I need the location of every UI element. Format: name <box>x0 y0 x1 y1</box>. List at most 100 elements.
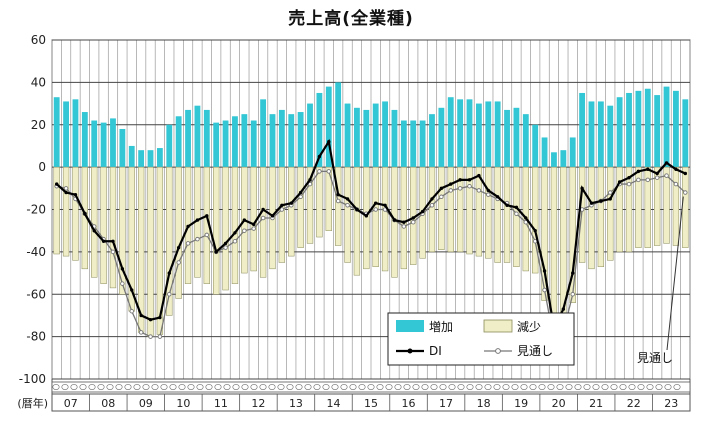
x-tick-label: 15 <box>364 397 378 410</box>
decrease-bar <box>625 166 633 253</box>
di-point <box>148 317 153 322</box>
x-tick-label: 18 <box>477 397 491 410</box>
break-pattern <box>646 384 654 390</box>
decrease-bar <box>147 166 154 337</box>
break-pattern <box>52 384 60 390</box>
outlook-point <box>195 236 200 242</box>
outlook-point <box>654 175 660 180</box>
increase-bar <box>250 120 257 168</box>
di-point <box>92 228 96 233</box>
decrease-bar <box>607 166 614 261</box>
break-pattern <box>367 384 375 390</box>
outlook-point <box>260 215 266 221</box>
break-pattern <box>358 384 366 390</box>
break-pattern <box>430 384 438 390</box>
increase-bar <box>541 137 548 168</box>
decrease-bar <box>682 166 689 248</box>
di-line <box>54 138 688 332</box>
legend-marker-di <box>407 348 413 354</box>
di-point <box>214 250 218 254</box>
break-pattern <box>511 384 519 390</box>
break-pattern <box>439 384 447 390</box>
break-pattern <box>574 384 582 390</box>
x-tick-label: 23 <box>664 397 678 410</box>
increase-bar <box>400 120 407 168</box>
decrease-bar <box>494 166 501 263</box>
outlook-point <box>448 188 454 193</box>
increase-bar <box>616 97 623 168</box>
di-point <box>580 186 584 191</box>
outlook-point <box>279 207 285 212</box>
break-pattern <box>412 384 420 390</box>
increase-bar <box>644 88 651 168</box>
outlook-point <box>138 330 144 335</box>
break-pattern <box>205 384 213 390</box>
di-point <box>486 188 490 193</box>
outlook-point <box>673 181 679 187</box>
y-tick-label: -100 <box>19 372 46 386</box>
increase-bar <box>222 120 229 168</box>
break-pattern <box>655 384 663 390</box>
decrease-bar <box>475 166 483 257</box>
increase-bar <box>522 114 529 168</box>
di-point <box>83 212 87 216</box>
increase-bar <box>325 86 332 168</box>
y-tick-label: 0 <box>38 160 46 174</box>
decrease-bar <box>316 166 323 238</box>
decrease-bar <box>616 166 623 253</box>
break-pattern <box>133 384 141 390</box>
increase-bar <box>138 150 145 168</box>
outlook-point <box>439 194 444 200</box>
di-point <box>514 205 519 210</box>
increase-bar <box>354 107 360 168</box>
break-pattern <box>664 384 672 390</box>
decrease-bar <box>363 166 370 270</box>
di-point <box>261 207 265 212</box>
outlook-point <box>242 228 247 233</box>
decrease-bar <box>663 166 670 244</box>
di-point <box>411 216 415 220</box>
decrease-bar <box>288 166 295 257</box>
outlook-point <box>570 292 575 297</box>
decrease-bar <box>447 166 454 253</box>
outlook-point <box>608 190 613 195</box>
di-point <box>167 271 171 275</box>
outlook-line <box>54 169 688 344</box>
x-tick-label: 20 <box>552 397 566 410</box>
axis-break-band <box>51 381 691 393</box>
x-tick-label: 13 <box>289 397 303 410</box>
outlook-point <box>335 198 341 204</box>
break-pattern <box>223 384 231 390</box>
outlook-point <box>298 194 303 200</box>
annotation: 見通し <box>637 196 684 365</box>
decrease-bar <box>466 166 473 255</box>
increase-bar <box>316 92 323 168</box>
di-point <box>252 222 256 227</box>
increase-bar <box>391 109 398 168</box>
decrease-bar <box>119 166 126 295</box>
break-pattern <box>403 384 411 390</box>
legend-label-increase: 増加 <box>429 320 453 334</box>
decrease-bar <box>644 166 651 248</box>
break-pattern <box>475 384 483 390</box>
di-point <box>439 186 444 191</box>
increase-bar <box>119 128 126 168</box>
di-point <box>664 161 669 165</box>
break-pattern <box>250 384 258 390</box>
increase-bar <box>147 150 154 168</box>
increase-bar <box>81 112 88 168</box>
di-point <box>64 190 68 195</box>
decrease-bar <box>513 166 520 267</box>
x-tick-label: 19 <box>514 397 528 410</box>
x-tick-label: 09 <box>139 397 153 410</box>
x-tick-label: 11 <box>214 397 228 410</box>
outlook-point <box>157 334 163 339</box>
increase-bar <box>466 99 473 168</box>
y-tick-label: -80 <box>26 330 46 344</box>
decrease-bar <box>213 166 220 295</box>
break-pattern <box>151 384 159 390</box>
increase-bar <box>588 101 595 168</box>
decrease-bar <box>503 166 511 263</box>
decrease-bar <box>541 166 548 301</box>
y-tick-label: -20 <box>26 203 46 217</box>
